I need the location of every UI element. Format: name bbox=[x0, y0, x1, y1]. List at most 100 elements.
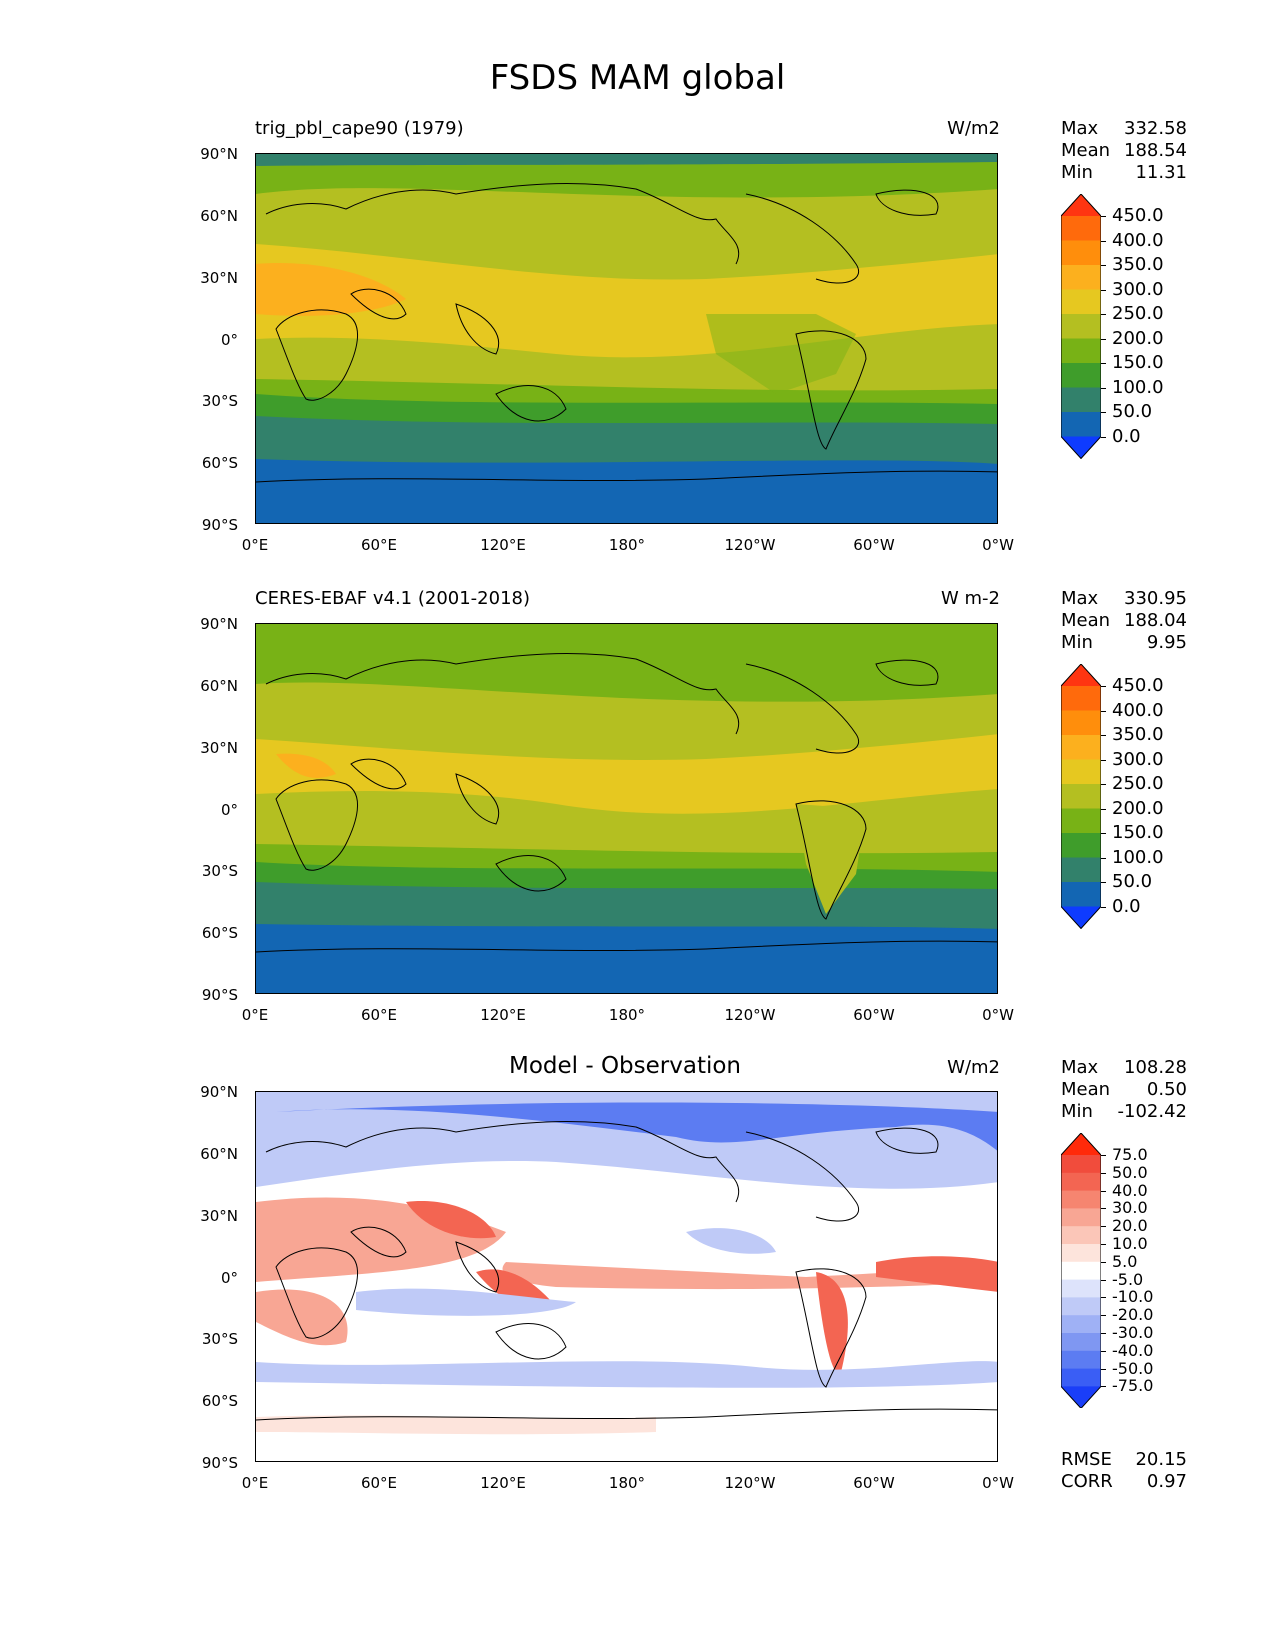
colorbar-tick bbox=[1101, 265, 1106, 266]
lon-tick: 180° bbox=[608, 1474, 646, 1492]
colorbar-tick bbox=[1101, 289, 1106, 291]
colorbar-tick bbox=[1101, 1386, 1106, 1388]
colorbar-label: 40.0 bbox=[1112, 1180, 1148, 1200]
lon-tick: 60°W bbox=[853, 536, 895, 554]
lon-tick: 180° bbox=[608, 1006, 646, 1024]
stat-mean: 188.04 bbox=[1124, 610, 1187, 631]
coastlines bbox=[256, 183, 997, 483]
colorbar-label: -10.0 bbox=[1112, 1287, 1154, 1307]
lon-tick: 120°E bbox=[480, 1474, 526, 1492]
stat-max-label: Max bbox=[1061, 1057, 1099, 1078]
colorbar-label: 50.0 bbox=[1112, 1162, 1148, 1182]
stat-max: 330.95 bbox=[1124, 588, 1187, 609]
coastlines bbox=[256, 653, 997, 953]
colorbar-label: 250.0 bbox=[1112, 773, 1164, 794]
colorbar-label: 5.0 bbox=[1112, 1251, 1138, 1271]
colorbar-label: -5.0 bbox=[1112, 1269, 1144, 1289]
colorbar-label: 200.0 bbox=[1112, 327, 1164, 349]
colorbar-segment bbox=[1061, 1172, 1101, 1192]
rmse-label: RMSE bbox=[1061, 1449, 1112, 1470]
map-band bbox=[876, 1256, 997, 1292]
score-block: RMSE 20.15 CORR 0.97 bbox=[1061, 1449, 1187, 1493]
colorbar-svg bbox=[1060, 663, 1102, 930]
stat-min-label: Min bbox=[1061, 632, 1093, 653]
colorbar-tick bbox=[1101, 1368, 1106, 1370]
colorbar-segment bbox=[1061, 808, 1101, 834]
lat-tick: 0° bbox=[220, 801, 238, 819]
colorbar-extend-max bbox=[1061, 194, 1101, 216]
lat-tick: 90°S bbox=[201, 1454, 238, 1472]
colorbar-tick bbox=[1101, 338, 1106, 340]
map-band bbox=[256, 1289, 348, 1346]
lon-tick: 0°W bbox=[982, 1474, 1014, 1492]
colorbar-label: -75.0 bbox=[1112, 1376, 1154, 1396]
colorbar-label: 30.0 bbox=[1112, 1198, 1148, 1218]
lat-tick: 90°N bbox=[200, 1083, 238, 1101]
lon-tick: 120°W bbox=[724, 1474, 776, 1492]
colorbar-tick bbox=[1101, 314, 1106, 315]
colorbar bbox=[1060, 193, 1102, 463]
colorbar-segment bbox=[1061, 1350, 1101, 1370]
stat-min-label: Min bbox=[1061, 162, 1093, 183]
lon-tick: 120°E bbox=[480, 1006, 526, 1024]
colorbar-segment bbox=[1061, 265, 1101, 290]
lat-tick: 30°N bbox=[200, 269, 238, 287]
colorbar-tick bbox=[1101, 1172, 1106, 1174]
map-band bbox=[256, 1415, 656, 1435]
stat-min: 9.95 bbox=[1146, 632, 1187, 653]
lat-tick: 30°S bbox=[201, 862, 238, 880]
colorbar-segment bbox=[1061, 882, 1101, 907]
colorbar-segment bbox=[1061, 710, 1101, 736]
map-difference bbox=[256, 1092, 997, 1461]
panel-units: W/m2 bbox=[947, 118, 1000, 139]
lat-tick: 90°N bbox=[200, 145, 238, 163]
lon-tick: 120°W bbox=[724, 1006, 776, 1024]
colorbar-segment bbox=[1061, 289, 1101, 315]
map-model bbox=[256, 154, 997, 523]
lat-tick: 90°N bbox=[200, 615, 238, 633]
panel-title: CERES-EBAF v4.1 (2001-2018) bbox=[255, 588, 531, 609]
colorbar-segment bbox=[1061, 686, 1101, 711]
lon-tick: 0°E bbox=[241, 536, 269, 554]
colorbar-segment bbox=[1061, 1226, 1101, 1245]
colorbar-tick bbox=[1101, 1297, 1106, 1299]
stat-mean: 0.50 bbox=[1146, 1079, 1187, 1100]
colorbar-label: 350.0 bbox=[1112, 254, 1164, 275]
colorbar-label: -20.0 bbox=[1112, 1305, 1154, 1325]
colorbar-label: 450.0 bbox=[1112, 675, 1164, 696]
map-observation bbox=[256, 624, 997, 993]
colorbar-segment bbox=[1061, 1155, 1101, 1174]
lat-tick: 0° bbox=[220, 331, 238, 349]
colorbar-segment bbox=[1061, 387, 1101, 413]
map-band bbox=[406, 1201, 496, 1239]
map-band bbox=[256, 263, 406, 316]
colorbar-tick bbox=[1101, 1208, 1106, 1210]
colorbar-tick bbox=[1101, 759, 1106, 761]
colorbar-tick bbox=[1101, 1279, 1106, 1281]
lat-tick: 30°N bbox=[200, 739, 238, 757]
colorbar-tick bbox=[1101, 686, 1106, 687]
coastlines bbox=[256, 1121, 997, 1421]
stats-block: Max 108.28 Mean 0.50 Min -102.42 bbox=[1061, 1057, 1187, 1123]
colorbar bbox=[1060, 663, 1102, 933]
colorbar-label: 0.0 bbox=[1112, 425, 1141, 447]
colorbar-label: 200.0 bbox=[1112, 797, 1164, 819]
lat-tick: 90°S bbox=[201, 516, 238, 534]
map-band bbox=[796, 804, 866, 914]
stat-mean: 188.54 bbox=[1124, 140, 1187, 161]
colorbar-tick bbox=[1101, 1244, 1106, 1245]
colorbar-segment bbox=[1061, 240, 1101, 266]
lon-tick: 60°E bbox=[360, 536, 398, 554]
colorbar-segment bbox=[1061, 1261, 1101, 1281]
colorbar-tick bbox=[1101, 387, 1106, 389]
colorbar-label: -50.0 bbox=[1112, 1358, 1154, 1378]
map-frame bbox=[255, 153, 998, 524]
colorbar-segment bbox=[1061, 759, 1101, 785]
lon-tick: 120°W bbox=[724, 536, 776, 554]
colorbar-segment bbox=[1061, 857, 1101, 883]
panel-units: W/m2 bbox=[947, 1057, 1000, 1078]
colorbar bbox=[1060, 1132, 1102, 1412]
colorbar-label: 150.0 bbox=[1112, 822, 1164, 843]
lon-tick: 60°W bbox=[853, 1006, 895, 1024]
colorbar-tick bbox=[1101, 882, 1106, 883]
